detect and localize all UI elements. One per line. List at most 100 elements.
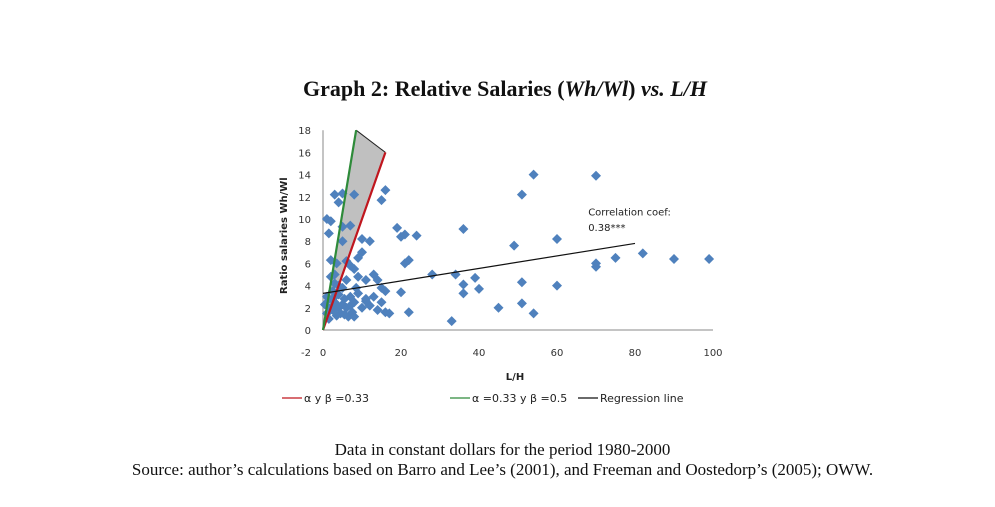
y-tick-label: 18 xyxy=(298,126,311,137)
data-point xyxy=(403,307,414,318)
x-tick-label: 100 xyxy=(703,348,722,359)
data-point xyxy=(337,236,348,247)
data-point xyxy=(325,216,336,227)
green-line-alpha-033-beta-05 xyxy=(321,130,358,331)
title-italic-wh-wl: Wh/Wl xyxy=(564,76,629,101)
data-point xyxy=(349,189,360,200)
y-tick-label: 2 xyxy=(305,304,311,315)
data-point xyxy=(339,309,350,320)
data-point xyxy=(372,305,383,316)
data-point xyxy=(368,291,379,302)
data-point xyxy=(591,170,601,181)
data-point xyxy=(380,286,391,297)
data-point xyxy=(493,302,504,313)
data-point xyxy=(403,255,414,266)
data-point xyxy=(411,230,422,241)
y-tick-label: 16 xyxy=(298,148,311,159)
data-point xyxy=(704,253,715,264)
data-point xyxy=(669,253,679,264)
data-point xyxy=(396,287,406,298)
data-point xyxy=(528,169,539,180)
shaded-region xyxy=(323,130,386,330)
data-point xyxy=(349,297,360,308)
data-point xyxy=(345,220,356,231)
data-point xyxy=(357,302,367,313)
data-point xyxy=(552,233,562,244)
data-point xyxy=(516,189,527,200)
y-tick-label: 8 xyxy=(305,237,311,248)
data-point xyxy=(380,185,391,196)
title-prefix: Graph 2: Relative Salaries ( xyxy=(303,76,565,101)
x-tick-label: 20 xyxy=(395,348,408,359)
lines-layer xyxy=(321,130,636,331)
data-point xyxy=(345,260,356,271)
data-point xyxy=(360,275,371,286)
shaded-region-top-edge xyxy=(355,129,386,153)
data-point xyxy=(458,223,469,234)
data-point xyxy=(376,297,387,308)
text-layer: Correlation coef: 0.38*** xyxy=(588,208,671,235)
points-layer xyxy=(319,169,715,327)
data-point xyxy=(384,308,395,319)
data-point xyxy=(528,308,539,319)
data-point xyxy=(610,252,621,263)
red-line-alpha-beta-033 xyxy=(321,152,387,331)
data-point xyxy=(331,310,342,321)
data-point xyxy=(353,271,364,282)
data-point xyxy=(333,197,344,208)
y-tick-label: 6 xyxy=(305,259,311,270)
data-point xyxy=(372,275,383,286)
data-point xyxy=(516,298,527,309)
data-point xyxy=(353,288,364,299)
data-point xyxy=(446,316,457,327)
caption-source: Source: author’s calculations based on B… xyxy=(131,460,874,479)
x-tick-label: 60 xyxy=(551,348,564,359)
data-point xyxy=(392,222,403,233)
data-point xyxy=(349,311,360,322)
data-point xyxy=(360,296,371,307)
y-tick-label: 0 xyxy=(305,326,311,337)
data-point xyxy=(474,283,484,294)
regression-line xyxy=(322,242,636,294)
data-point xyxy=(323,228,334,239)
shaded-region-layer xyxy=(323,129,386,330)
y-tick-label: 4 xyxy=(305,282,311,293)
chart-title: Graph 2: Relative Salaries (Wh/Wl) vs. L… xyxy=(0,76,995,102)
data-point xyxy=(399,229,410,240)
data-point xyxy=(458,288,469,299)
caption-period: Data in constant dollars for the period … xyxy=(334,440,671,459)
data-point xyxy=(376,195,387,206)
y-tick-label: 12 xyxy=(298,193,311,204)
title-italic-lh: vs. L/H xyxy=(640,76,707,101)
data-point xyxy=(516,277,527,288)
y-tick-label: 14 xyxy=(298,171,311,182)
data-point xyxy=(470,272,481,283)
data-point xyxy=(357,247,367,258)
correlation-value: 0.38*** xyxy=(588,223,625,234)
x-tick-label: 0 xyxy=(320,348,326,359)
y-axis-title: Ratio salaries Wh/Wl xyxy=(279,177,290,294)
data-point xyxy=(329,189,340,200)
data-point xyxy=(591,261,601,272)
x-tick-label: 80 xyxy=(629,348,642,359)
legend-label: α y β =0.33 xyxy=(304,392,369,405)
axes-layer: -2 0 2 4 6 8 10 12 14 16 18 0 20 40 60 80 100 L/H Ratio sa… xyxy=(279,126,723,383)
data-point xyxy=(509,240,520,251)
data-point xyxy=(458,279,469,290)
legend-label: Regression line xyxy=(600,392,684,405)
y-tick-label: -2 xyxy=(301,348,311,359)
y-tick-label: 10 xyxy=(298,215,311,226)
x-axis-title: L/H xyxy=(506,372,524,383)
data-point xyxy=(341,275,352,286)
data-point xyxy=(637,248,648,259)
data-point xyxy=(552,280,562,291)
data-point xyxy=(427,269,438,280)
title-middle: ) xyxy=(628,76,641,101)
correlation-label: Correlation coef: xyxy=(588,208,671,219)
x-tick-label: 40 xyxy=(473,348,486,359)
legend-layer: α y β =0.33 α =0.33 y β =0.5 Regression li… xyxy=(282,392,684,405)
data-point xyxy=(364,236,375,247)
legend-label: α =0.33 y β =0.5 xyxy=(472,392,567,405)
data-point xyxy=(357,233,367,244)
